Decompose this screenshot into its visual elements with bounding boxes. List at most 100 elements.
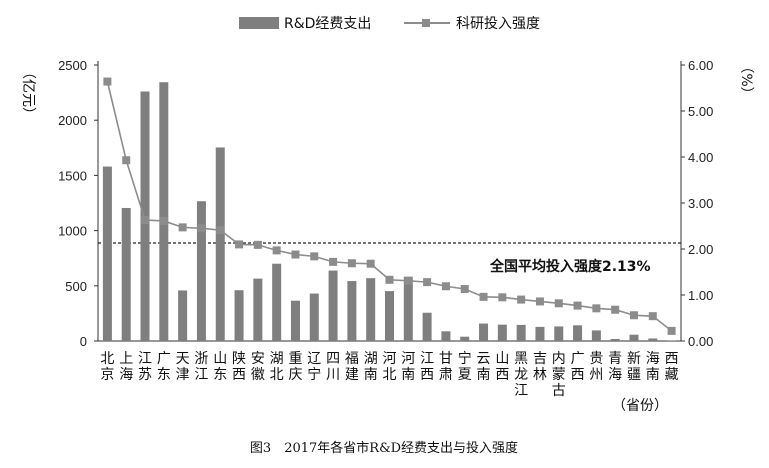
bar-海南 (648, 338, 658, 341)
legend-line-marker (422, 19, 430, 27)
category-label-北京: 北京 (100, 351, 114, 383)
bar-陕西 (234, 290, 244, 341)
bar-上海 (121, 207, 131, 341)
category-label-河北: 河北 (383, 351, 397, 383)
bar-贵州 (591, 330, 601, 341)
category-label-西藏: 西藏 (665, 351, 679, 383)
point-黑龙江 (517, 295, 526, 304)
bar-江西 (422, 312, 432, 341)
point-江西 (423, 278, 432, 287)
bar-浙江 (196, 201, 206, 341)
point-广东 (159, 216, 168, 225)
legend-line-label: 科研投入强度 (456, 16, 540, 32)
category-label-河南: 河南 (401, 351, 415, 383)
point-辽宁 (310, 252, 319, 261)
point-浙江 (197, 224, 206, 233)
category-label-广东: 广东 (157, 351, 171, 383)
point-广西 (573, 301, 582, 310)
point-内蒙古 (554, 299, 563, 308)
category-label-江苏: 江苏 (138, 351, 152, 383)
category-label-浙江: 浙江 (194, 351, 208, 383)
point-海南 (648, 312, 657, 321)
category-label-宁夏: 宁夏 (458, 350, 472, 383)
point-江苏 (141, 216, 150, 225)
bar-广东 (159, 82, 169, 341)
bar-黑龙江 (516, 324, 526, 341)
point-青海 (611, 305, 620, 314)
legend-bar-label: R&D经费支出 (284, 16, 371, 32)
bar-河南 (403, 276, 413, 341)
point-宁夏 (460, 285, 469, 294)
right-tick-label: 2.00 (688, 242, 713, 257)
category-label-山东: 山东 (213, 351, 227, 383)
bar-series (102, 82, 677, 341)
point-天津 (178, 223, 187, 232)
point-甘肃 (441, 282, 450, 291)
category-label-江西: 江西 (420, 351, 434, 383)
point-湖北 (272, 246, 281, 255)
bar-四川 (328, 270, 338, 341)
bar-辽宁 (309, 293, 319, 341)
bar-重庆 (290, 300, 300, 341)
right-tick-label: 1.00 (688, 288, 713, 303)
left-tick-label: 1500 (58, 168, 87, 183)
category-label-青海: 青海 (608, 351, 622, 383)
category-label-新疆: 新疆 (627, 351, 641, 383)
point-云南 (479, 292, 488, 301)
point-上海 (122, 156, 131, 165)
right-axis-title: （%） (738, 59, 754, 100)
right-tick-label: 6.00 (688, 58, 713, 73)
axes: 0 500 1000 1500 2000 2500 0.00 1.00 2.00 3.00 4.00… (20, 58, 754, 349)
reference-label: 全国平均投入强度2.13% (489, 258, 651, 275)
category-label-海南: 海南 (646, 351, 660, 383)
bar-宁夏 (460, 336, 470, 341)
point-河南 (404, 276, 413, 285)
point-安徽 (253, 240, 262, 249)
category-label-内蒙古: 内蒙古 (552, 351, 566, 399)
category-label-贵州: 贵州 (589, 351, 603, 383)
category-label-黑龙江: 黑龙江 (514, 351, 528, 399)
point-北京 (103, 77, 112, 86)
bar-天津 (178, 290, 188, 341)
category-label-吉林: 吉林 (533, 351, 547, 383)
point-山西 (498, 293, 507, 302)
category-label-福建: 福建 (345, 351, 359, 383)
left-axis-title: （亿元） (20, 65, 36, 121)
left-tick-label: 1000 (58, 224, 87, 239)
category-label-辽宁: 辽宁 (307, 351, 321, 383)
bar-湖北 (272, 263, 282, 341)
bar-山东 (215, 147, 225, 341)
category-label-湖北: 湖北 (270, 351, 284, 383)
bar-福建 (347, 281, 357, 341)
point-贵州 (592, 304, 601, 313)
left-tick-label: 500 (65, 279, 87, 294)
bar-安徽 (253, 278, 263, 341)
category-label-云南: 云南 (477, 351, 491, 383)
point-新疆 (629, 311, 638, 320)
left-tick-label: 0 (80, 334, 87, 349)
bar-北京 (102, 166, 112, 341)
point-四川 (329, 257, 338, 266)
point-西藏 (667, 326, 676, 335)
bar-新疆 (629, 334, 639, 341)
category-label-湖南: 湖南 (364, 351, 378, 383)
point-河北 (385, 275, 394, 284)
legend: R&D经费支出 科研投入强度 (239, 16, 540, 32)
right-tick-label: 3.00 (688, 196, 713, 211)
category-label-山西: 山西 (495, 351, 509, 383)
category-labels: 北京上海江苏广东天津浙江山东陕西安徽湖北重庆辽宁四川福建湖南河北河南江西甘肃宁夏… (100, 350, 678, 399)
right-tick-label: 0.00 (688, 334, 713, 349)
point-陕西 (235, 240, 244, 249)
x-axis-label: （省份） (612, 398, 668, 414)
category-label-安徽: 安徽 (251, 351, 265, 383)
bar-内蒙古 (554, 326, 564, 341)
category-label-陕西: 陕西 (232, 351, 246, 383)
bar-吉林 (535, 326, 545, 341)
category-label-上海: 上海 (119, 351, 133, 383)
point-山东 (216, 226, 225, 235)
category-label-广西: 广西 (571, 351, 585, 383)
category-label-天津: 天津 (176, 351, 190, 383)
point-湖南 (366, 259, 375, 268)
bar-河北 (385, 291, 394, 341)
